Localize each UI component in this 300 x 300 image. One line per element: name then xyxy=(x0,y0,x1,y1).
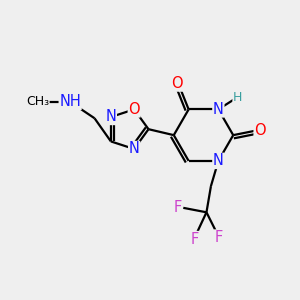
Text: O: O xyxy=(171,76,183,91)
Text: N: N xyxy=(213,102,224,117)
Text: O: O xyxy=(128,102,140,117)
Text: F: F xyxy=(174,200,182,215)
Text: O: O xyxy=(254,123,266,138)
Text: N: N xyxy=(105,110,116,124)
Text: N: N xyxy=(129,142,140,157)
Text: CH₃: CH₃ xyxy=(26,94,49,107)
Text: H: H xyxy=(233,91,242,104)
Text: N: N xyxy=(213,153,224,168)
Text: F: F xyxy=(190,232,199,247)
Text: NH: NH xyxy=(59,94,81,110)
Text: F: F xyxy=(214,230,223,245)
